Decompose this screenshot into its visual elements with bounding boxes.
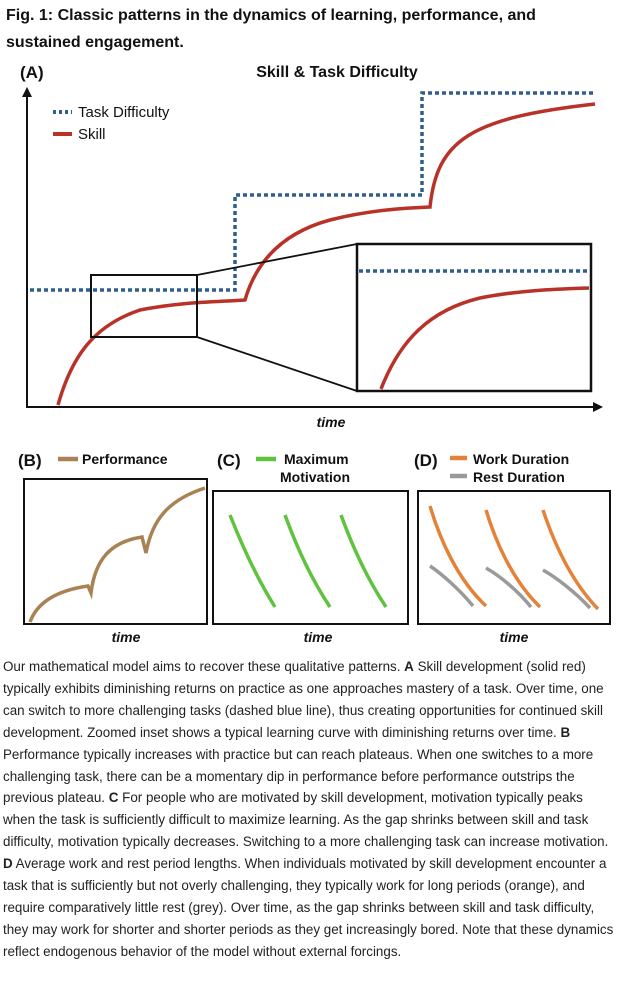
panel-b-frame xyxy=(23,478,208,625)
description-a-text: Skill development (solid red) typically … xyxy=(3,659,604,740)
series-motivation-1 xyxy=(228,514,277,608)
description-c-label: C xyxy=(108,790,119,806)
legend-label-skill: Skill xyxy=(78,126,106,143)
panel-d-x-label: time xyxy=(500,629,529,645)
figure-caption: Fig. 1: Classic patterns in the dynamics… xyxy=(6,2,606,56)
series-rest-3 xyxy=(542,568,592,610)
panel-d: (D) Work Duration Rest Duration time xyxy=(414,451,611,645)
series-work-2 xyxy=(484,509,542,609)
zoom-connector-top xyxy=(196,243,358,276)
inset-series-skill xyxy=(379,286,590,390)
panel-a-label: (A) xyxy=(20,63,44,82)
series-skill xyxy=(56,102,596,406)
description-a-label: A xyxy=(404,659,414,674)
series-motivation-2 xyxy=(283,514,332,608)
figure-graphic: (A) Skill & Task Difficulty Task Difficu… xyxy=(18,63,611,645)
zoom-inset xyxy=(355,242,593,393)
legend-label-task-difficulty: Task Difficulty xyxy=(78,104,170,121)
series-rest-2 xyxy=(485,566,533,609)
panel-c-frame xyxy=(212,490,409,625)
panel-a-x-label: time xyxy=(317,414,346,430)
figure-label: Fig. 1: xyxy=(6,7,54,24)
description-b-label: B xyxy=(560,724,571,740)
panel-b-label: (B) xyxy=(18,451,42,470)
legend-label-performance: Performance xyxy=(82,451,168,467)
panel-d-label: (D) xyxy=(414,451,438,470)
description-d-text: Average work and rest period lengths. Wh… xyxy=(3,856,614,959)
panel-c-label: (C) xyxy=(217,451,241,470)
legend-label-rest-duration: Rest Duration xyxy=(473,469,565,485)
panel-a: (A) Skill & Task Difficulty Task Difficu… xyxy=(20,63,603,430)
panel-a-title: Skill & Task Difficulty xyxy=(256,64,418,81)
legend-label-motivation-1: Maximum xyxy=(284,451,349,467)
description-d-label: D xyxy=(3,856,13,872)
series-performance xyxy=(28,486,206,623)
series-task-difficulty xyxy=(30,91,595,292)
zoom-connector-bottom xyxy=(196,336,358,392)
zoom-inset-frame xyxy=(355,242,593,393)
series-motivation-3 xyxy=(339,514,388,608)
description-intro: Our mathematical model aims to recover t… xyxy=(3,659,401,674)
panel-d-frame xyxy=(417,490,611,625)
series-work-1 xyxy=(428,505,488,608)
series-rest-1 xyxy=(429,564,475,608)
panel-c: (C) Maximum Motivation time xyxy=(212,451,409,645)
legend-label-motivation-2: Motivation xyxy=(280,469,350,485)
series-work-3 xyxy=(541,509,600,611)
panel-c-x-label: time xyxy=(304,629,333,645)
figure-description: Our mathematical model aims to recover t… xyxy=(3,656,615,963)
panel-b-x-label: time xyxy=(112,629,141,645)
description-b-text: Performance typically increases with pra… xyxy=(3,746,594,806)
legend-label-work-duration: Work Duration xyxy=(473,451,569,467)
description-c-text: For people who are motivated by skill de… xyxy=(3,790,609,850)
figure-title: Classic patterns in the dynamics of lear… xyxy=(6,7,536,51)
zoom-region-box xyxy=(90,274,198,338)
panel-b: (B) Performance time xyxy=(18,451,208,645)
